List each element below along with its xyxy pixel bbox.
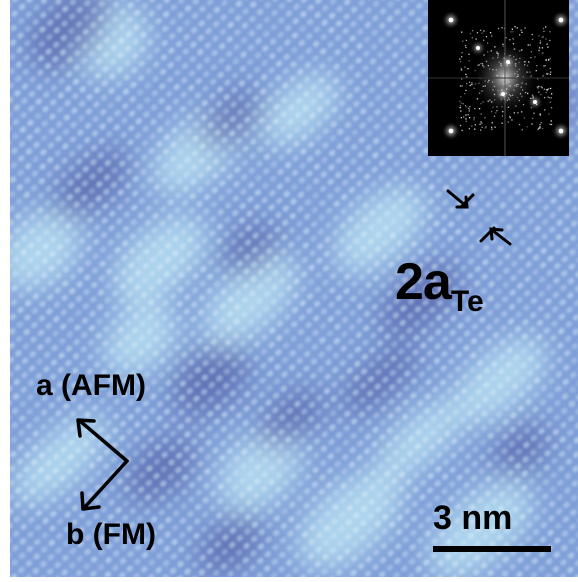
lattice-spacing-main: 2a bbox=[395, 253, 451, 311]
axis-a-label: a (AFM) bbox=[36, 369, 146, 403]
lattice-spacing-label: 2aTe bbox=[395, 252, 484, 312]
axis-b-label: b (FM) bbox=[66, 518, 156, 552]
scale-bar-label: 3 nm bbox=[433, 499, 512, 538]
fft-inset bbox=[428, 0, 569, 156]
scale-bar bbox=[433, 546, 551, 552]
lattice-spacing-subscript: Te bbox=[451, 285, 484, 318]
